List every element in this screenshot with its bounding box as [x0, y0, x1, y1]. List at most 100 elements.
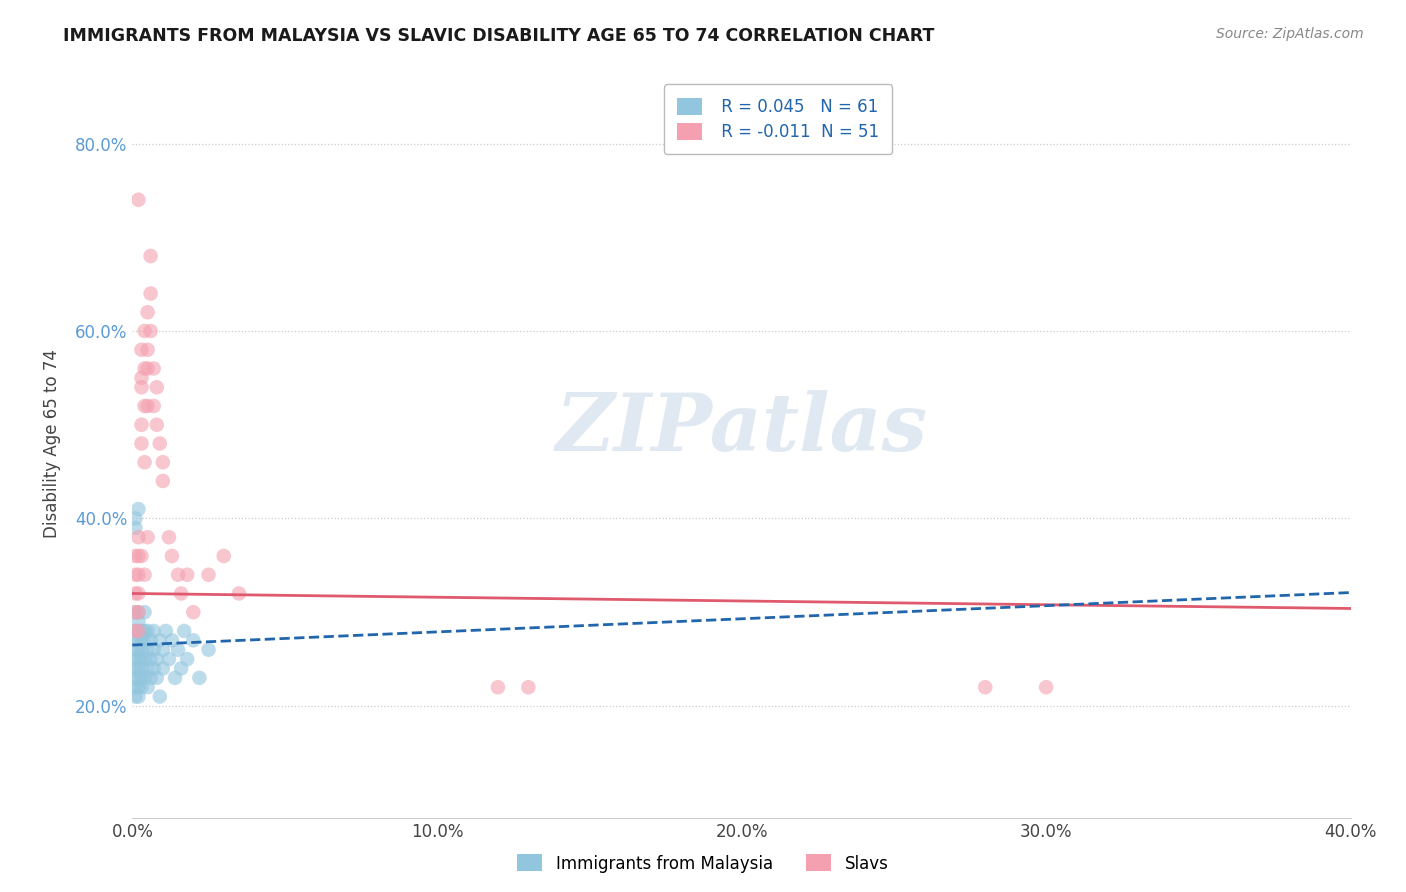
Point: [160, 549, 183, 563]
Point: [176, 567, 198, 582]
Legend:  R = 0.045   N = 61,  R = -0.011  N = 51: R = 0.045 N = 61, R = -0.011 N = 51: [664, 85, 893, 154]
Point: [152, 642, 174, 657]
Point: [173, 624, 195, 638]
Point: [127, 624, 149, 638]
Point: [127, 605, 149, 619]
Point: [197, 567, 219, 582]
Point: [124, 642, 146, 657]
Point: [131, 680, 153, 694]
Point: [124, 567, 146, 582]
Point: [170, 661, 193, 675]
Point: [181, 633, 204, 648]
Point: [145, 380, 167, 394]
Point: [124, 652, 146, 666]
Point: [127, 615, 149, 629]
Point: [134, 455, 156, 469]
Point: [145, 417, 167, 432]
Point: [167, 642, 190, 657]
Point: [136, 624, 159, 638]
Point: [136, 530, 159, 544]
Point: [131, 642, 153, 657]
Point: [124, 624, 146, 638]
Point: [157, 530, 180, 544]
Point: [139, 671, 162, 685]
Point: [163, 671, 186, 685]
Point: [127, 624, 149, 638]
Point: [127, 193, 149, 207]
Point: [155, 624, 177, 638]
Point: [131, 624, 153, 638]
Point: [139, 633, 162, 648]
Point: [124, 661, 146, 675]
Point: [188, 671, 211, 685]
Point: [486, 680, 509, 694]
Legend: Immigrants from Malaysia, Slavs: Immigrants from Malaysia, Slavs: [510, 847, 896, 880]
Point: [228, 586, 250, 600]
Point: [127, 567, 149, 582]
Point: [149, 436, 172, 450]
Point: [134, 671, 156, 685]
Point: [127, 605, 149, 619]
Point: [212, 549, 235, 563]
Point: [136, 399, 159, 413]
Point: [131, 652, 153, 666]
Point: [131, 549, 153, 563]
Point: [134, 361, 156, 376]
Point: [139, 249, 162, 263]
Point: [134, 399, 156, 413]
Point: [142, 361, 165, 376]
Point: [160, 633, 183, 648]
Point: [124, 549, 146, 563]
Point: [127, 652, 149, 666]
Point: [134, 652, 156, 666]
Point: [152, 661, 174, 675]
Point: [149, 633, 172, 648]
Point: [134, 324, 156, 338]
Point: [152, 474, 174, 488]
Point: [134, 624, 156, 638]
Point: [131, 380, 153, 394]
Point: [157, 652, 180, 666]
Y-axis label: Disability Age 65 to 74: Disability Age 65 to 74: [44, 349, 60, 538]
Point: [142, 624, 165, 638]
Point: [181, 605, 204, 619]
Point: [127, 530, 149, 544]
Point: [136, 361, 159, 376]
Point: [139, 286, 162, 301]
Point: [142, 399, 165, 413]
Point: [136, 305, 159, 319]
Point: [1035, 680, 1057, 694]
Text: ZIPatlas: ZIPatlas: [555, 390, 928, 467]
Point: [127, 549, 149, 563]
Point: [124, 605, 146, 619]
Point: [136, 680, 159, 694]
Point: [127, 586, 149, 600]
Point: [136, 343, 159, 357]
Point: [134, 633, 156, 648]
Point: [149, 690, 172, 704]
Point: [127, 680, 149, 694]
Point: [127, 633, 149, 648]
Point: [124, 511, 146, 525]
Point: [136, 642, 159, 657]
Point: [139, 324, 162, 338]
Point: [152, 455, 174, 469]
Point: [134, 605, 156, 619]
Point: [124, 624, 146, 638]
Point: [176, 652, 198, 666]
Point: [145, 671, 167, 685]
Point: [136, 661, 159, 675]
Point: [124, 690, 146, 704]
Point: [974, 680, 997, 694]
Text: IMMIGRANTS FROM MALAYSIA VS SLAVIC DISABILITY AGE 65 TO 74 CORRELATION CHART: IMMIGRANTS FROM MALAYSIA VS SLAVIC DISAB…: [63, 27, 935, 45]
Point: [167, 567, 190, 582]
Text: Source: ZipAtlas.com: Source: ZipAtlas.com: [1216, 27, 1364, 41]
Point: [139, 652, 162, 666]
Point: [124, 680, 146, 694]
Point: [170, 586, 193, 600]
Point: [131, 671, 153, 685]
Point: [124, 586, 146, 600]
Point: [197, 642, 219, 657]
Point: [127, 690, 149, 704]
Point: [127, 642, 149, 657]
